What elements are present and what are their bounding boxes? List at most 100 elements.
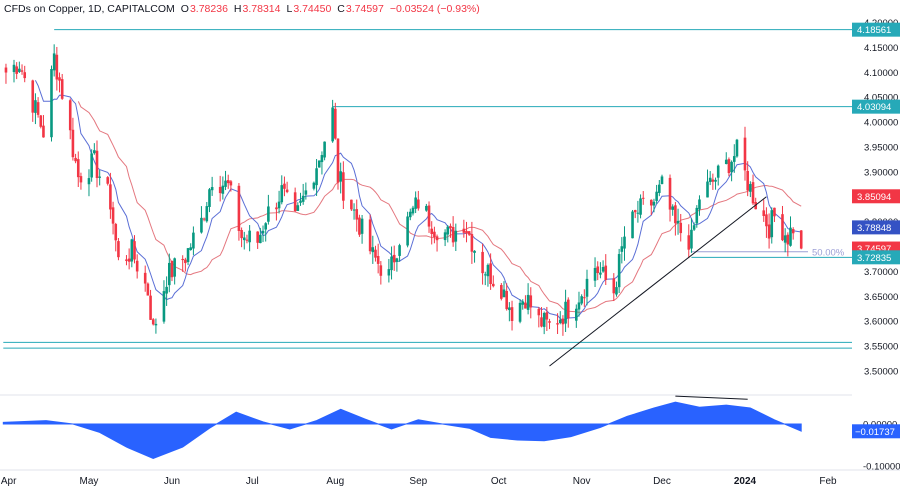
candle[interactable]	[542, 311, 546, 335]
candle[interactable]	[714, 177, 717, 190]
candle[interactable]	[210, 176, 214, 196]
candle[interactable]	[98, 170, 101, 186]
time-axis[interactable]: Apr May Jun Jul Aug Sep Oct Nov Dec 2024 Feb	[0, 469, 900, 487]
candle[interactable]	[711, 173, 715, 190]
candle[interactable]	[671, 204, 674, 216]
candle[interactable]	[315, 158, 318, 196]
candle[interactable]	[617, 248, 621, 294]
candle[interactable]	[491, 275, 495, 288]
candle[interactable]	[631, 209, 634, 239]
candle[interactable]	[548, 318, 551, 330]
candle[interactable]	[783, 228, 787, 253]
candle[interactable]	[451, 216, 455, 247]
candle[interactable]	[580, 294, 583, 306]
candle[interactable]	[615, 281, 618, 297]
candle[interactable]	[283, 176, 286, 197]
candle[interactable]	[537, 307, 541, 328]
candle[interactable]	[275, 202, 278, 221]
candle[interactable]	[470, 221, 474, 264]
candle[interactable]	[224, 170, 227, 191]
candle[interactable]	[540, 307, 543, 328]
candle[interactable]	[261, 225, 265, 243]
candle[interactable]	[558, 311, 562, 325]
candle[interactable]	[221, 176, 225, 200]
candle[interactable]	[754, 197, 758, 210]
candle[interactable]	[508, 302, 511, 322]
candle[interactable]	[604, 254, 608, 285]
candle[interactable]	[248, 225, 251, 252]
candle[interactable]	[186, 247, 190, 266]
candle[interactable]	[229, 179, 233, 192]
candle[interactable]	[596, 261, 600, 281]
candle[interactable]	[730, 160, 733, 182]
candle[interactable]	[489, 253, 492, 290]
candle[interactable]	[55, 46, 59, 91]
candle[interactable]	[334, 102, 337, 140]
candle[interactable]	[636, 200, 640, 223]
candle[interactable]	[256, 231, 259, 249]
candle[interactable]	[368, 214, 372, 255]
candle[interactable]	[331, 99, 334, 143]
candle[interactable]	[465, 221, 468, 243]
candle[interactable]	[34, 93, 37, 125]
candle[interactable]	[687, 224, 691, 259]
candle[interactable]	[259, 227, 262, 244]
candle[interactable]	[355, 199, 359, 232]
candle[interactable]	[655, 184, 658, 204]
candle[interactable]	[633, 209, 637, 219]
candle[interactable]	[218, 175, 222, 202]
candle[interactable]	[39, 115, 43, 129]
candle[interactable]	[425, 203, 428, 212]
candle[interactable]	[735, 138, 739, 158]
divergence-line[interactable]	[675, 395, 748, 400]
candle[interactable]	[658, 179, 661, 197]
candle[interactable]	[192, 226, 195, 256]
candle[interactable]	[566, 297, 570, 328]
candle[interactable]	[473, 250, 476, 263]
candle[interactable]	[173, 257, 176, 285]
candle[interactable]	[623, 226, 626, 261]
candle[interactable]	[599, 262, 602, 279]
candle[interactable]	[749, 181, 752, 198]
candle[interactable]	[773, 207, 776, 223]
candle[interactable]	[556, 313, 559, 335]
candle[interactable]	[168, 253, 171, 293]
candle[interactable]	[746, 161, 749, 197]
candle[interactable]	[277, 190, 281, 214]
candle[interactable]	[296, 202, 300, 211]
candle[interactable]	[339, 162, 342, 194]
trendline[interactable]	[549, 196, 767, 367]
candle[interactable]	[679, 213, 683, 242]
candle[interactable]	[320, 151, 324, 175]
candle[interactable]	[143, 265, 147, 292]
candle[interactable]	[181, 255, 184, 272]
candle[interactable]	[583, 289, 586, 307]
candle[interactable]	[285, 181, 289, 194]
candle[interactable]	[125, 255, 128, 266]
candle[interactable]	[374, 245, 377, 262]
candle[interactable]	[50, 65, 53, 142]
candle[interactable]	[427, 201, 431, 233]
candle[interactable]	[743, 126, 747, 181]
candle[interactable]	[184, 257, 187, 272]
candle[interactable]	[593, 257, 597, 287]
candle[interactable]	[395, 257, 399, 272]
candle[interactable]	[791, 227, 795, 240]
candle[interactable]	[20, 64, 24, 75]
candle[interactable]	[242, 231, 246, 250]
candle[interactable]	[352, 203, 356, 220]
candle[interactable]	[483, 271, 487, 286]
candle[interactable]	[414, 191, 417, 214]
candle[interactable]	[154, 318, 158, 334]
candle[interactable]	[68, 98, 72, 140]
candle[interactable]	[649, 199, 653, 216]
candle[interactable]	[767, 213, 771, 249]
candle[interactable]	[387, 258, 391, 283]
candle[interactable]	[208, 188, 211, 213]
candle[interactable]	[71, 117, 75, 161]
candle[interactable]	[676, 208, 680, 235]
candle[interactable]	[135, 254, 139, 279]
candle[interactable]	[601, 260, 605, 273]
symbol-title[interactable]: CFDs on Copper, 1D, CAPITALCOM	[4, 3, 175, 15]
candle[interactable]	[293, 187, 297, 213]
